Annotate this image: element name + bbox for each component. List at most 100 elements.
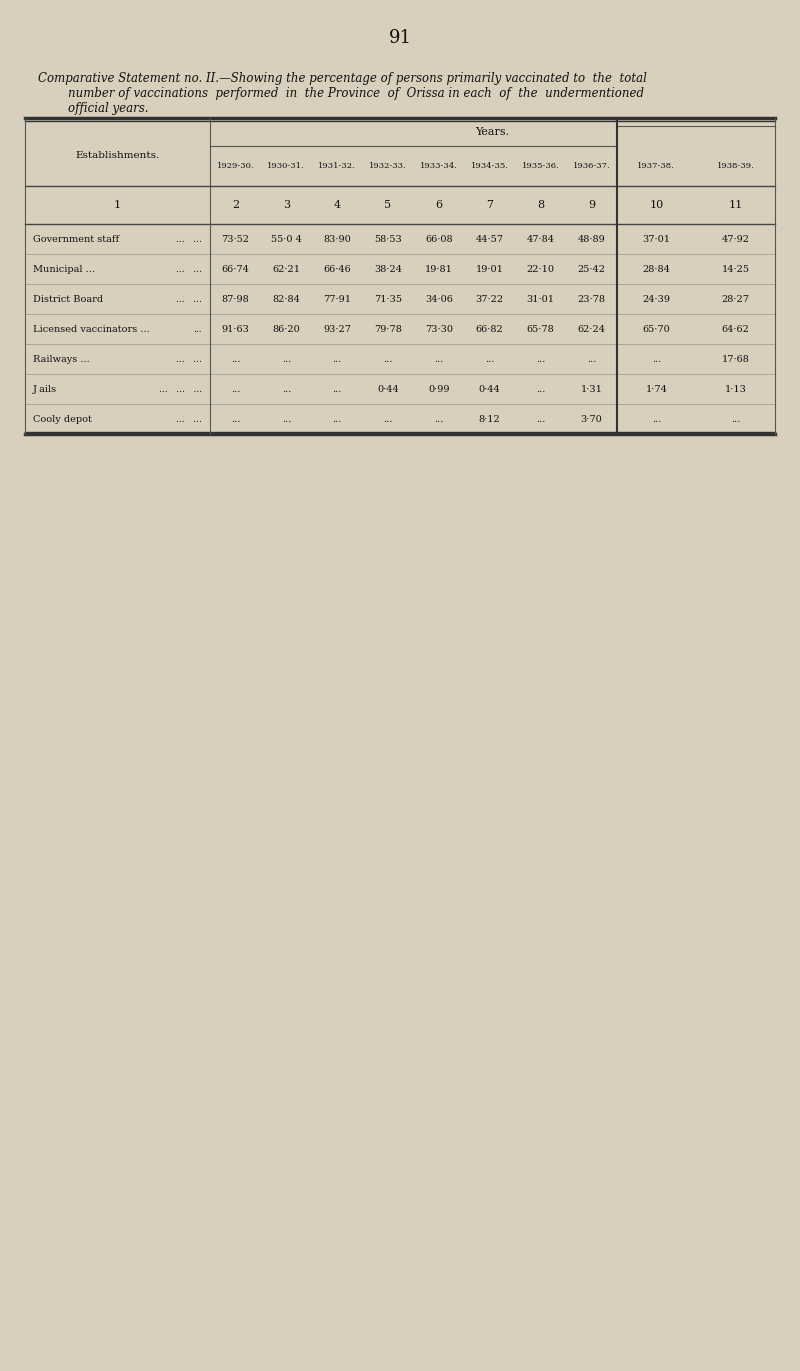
Text: ...: ...	[194, 325, 202, 333]
Text: ...   ...: ... ...	[176, 355, 202, 363]
Text: 25·42: 25·42	[578, 265, 606, 273]
Text: J ails: J ails	[33, 384, 57, 393]
Text: 38·24: 38·24	[374, 265, 402, 273]
Text: Government staff: Government staff	[33, 234, 119, 244]
Text: 73·30: 73·30	[425, 325, 453, 333]
Text: 62·21: 62·21	[272, 265, 300, 273]
Text: 9: 9	[588, 200, 595, 210]
Text: ...: ...	[652, 414, 661, 424]
Text: 87·98: 87·98	[222, 295, 250, 303]
Text: 6: 6	[435, 200, 442, 210]
Text: ...: ...	[536, 414, 546, 424]
Text: Years.: Years.	[475, 128, 510, 137]
Text: 31·01: 31·01	[526, 295, 554, 303]
Text: ...: ...	[282, 355, 291, 363]
Text: 34·06: 34·06	[425, 295, 453, 303]
Text: 62·24: 62·24	[578, 325, 606, 333]
Text: ...: ...	[333, 384, 342, 393]
Text: Railways ...: Railways ...	[33, 355, 90, 363]
Text: ...: ...	[536, 384, 546, 393]
Text: ...: ...	[230, 355, 240, 363]
Text: 1934-35.: 1934-35.	[470, 162, 509, 170]
Text: ...: ...	[536, 355, 546, 363]
Text: 77·91: 77·91	[323, 295, 351, 303]
Text: 66·74: 66·74	[222, 265, 250, 273]
Text: 1·74: 1·74	[646, 384, 667, 393]
Text: 4: 4	[334, 200, 341, 210]
Text: ...   ...: ... ...	[176, 234, 202, 244]
Text: ...: ...	[586, 355, 596, 363]
Text: 5: 5	[385, 200, 391, 210]
Text: ...: ...	[282, 384, 291, 393]
Text: 1933-34.: 1933-34.	[420, 162, 458, 170]
Text: Establishments.: Establishments.	[75, 152, 160, 160]
Text: 1·31: 1·31	[581, 384, 602, 393]
Text: District Board: District Board	[33, 295, 103, 303]
Text: Licensed vaccinators ...: Licensed vaccinators ...	[33, 325, 150, 333]
Text: 28·84: 28·84	[642, 265, 670, 273]
Text: 64·62: 64·62	[722, 325, 750, 333]
Text: ...: ...	[333, 355, 342, 363]
Text: 24·39: 24·39	[642, 295, 670, 303]
Text: 7: 7	[486, 200, 493, 210]
Text: ...: ...	[230, 384, 240, 393]
Text: 0·99: 0·99	[428, 384, 450, 393]
Text: 58·53: 58·53	[374, 234, 402, 244]
Text: 47·84: 47·84	[526, 234, 554, 244]
Text: 1935-36.: 1935-36.	[522, 162, 559, 170]
Text: Cooly depot: Cooly depot	[33, 414, 92, 424]
Text: ...: ...	[730, 414, 740, 424]
Text: ...: ...	[282, 414, 291, 424]
Text: 2: 2	[232, 200, 239, 210]
Text: 23·78: 23·78	[578, 295, 606, 303]
Text: 1936-37.: 1936-37.	[573, 162, 610, 170]
Text: 1930-31.: 1930-31.	[267, 162, 305, 170]
Text: ...: ...	[383, 414, 393, 424]
Text: 48·89: 48·89	[578, 234, 606, 244]
Text: 1931-32.: 1931-32.	[318, 162, 356, 170]
Text: official years.: official years.	[68, 101, 149, 115]
Text: 3: 3	[282, 200, 290, 210]
Text: 73·52: 73·52	[222, 234, 250, 244]
Text: 14·25: 14·25	[722, 265, 750, 273]
Text: 28·27: 28·27	[722, 295, 750, 303]
Text: Comparative Statement no. II.—Showing the percentage of persons primarily vaccin: Comparative Statement no. II.—Showing th…	[38, 73, 647, 85]
Text: 8·12: 8·12	[478, 414, 501, 424]
Text: 1·13: 1·13	[725, 384, 746, 393]
Text: ...: ...	[383, 355, 393, 363]
Text: 65·78: 65·78	[526, 325, 554, 333]
Text: ...   ...: ... ...	[176, 265, 202, 273]
Text: 93·27: 93·27	[323, 325, 351, 333]
Text: 1: 1	[114, 200, 121, 210]
Text: Municipal ...: Municipal ...	[33, 265, 95, 273]
Text: 66·08: 66·08	[425, 234, 453, 244]
Text: 1929-30.: 1929-30.	[217, 162, 254, 170]
Text: ...: ...	[434, 414, 443, 424]
Text: 37·01: 37·01	[642, 234, 670, 244]
Text: ...: ...	[333, 414, 342, 424]
Text: 1938-39.: 1938-39.	[717, 162, 754, 170]
Text: 79·78: 79·78	[374, 325, 402, 333]
Text: 91: 91	[389, 29, 411, 47]
Text: 0·44: 0·44	[377, 384, 399, 393]
Text: number of vaccinations  performed  in  the Province  of  Orissa in each  of  the: number of vaccinations performed in the …	[68, 86, 644, 100]
Text: 37·22: 37·22	[476, 295, 504, 303]
Text: 10: 10	[650, 200, 663, 210]
Text: 19·81: 19·81	[425, 265, 453, 273]
Text: 65·70: 65·70	[642, 325, 670, 333]
Text: 83·90: 83·90	[323, 234, 351, 244]
Text: ...: ...	[230, 414, 240, 424]
Text: ...: ...	[485, 355, 494, 363]
Text: ...: ...	[434, 355, 443, 363]
Text: 8: 8	[537, 200, 544, 210]
Text: 47·92: 47·92	[722, 234, 750, 244]
Text: 22·10: 22·10	[526, 265, 554, 273]
Text: ...   ...: ... ...	[176, 295, 202, 303]
Text: 19·01: 19·01	[476, 265, 504, 273]
Text: ...   ...: ... ...	[176, 414, 202, 424]
Text: 44·57: 44·57	[476, 234, 504, 244]
Text: 91·63: 91·63	[222, 325, 250, 333]
Text: 1932-33.: 1932-33.	[369, 162, 406, 170]
Text: 66·46: 66·46	[323, 265, 351, 273]
Text: 66·82: 66·82	[476, 325, 503, 333]
